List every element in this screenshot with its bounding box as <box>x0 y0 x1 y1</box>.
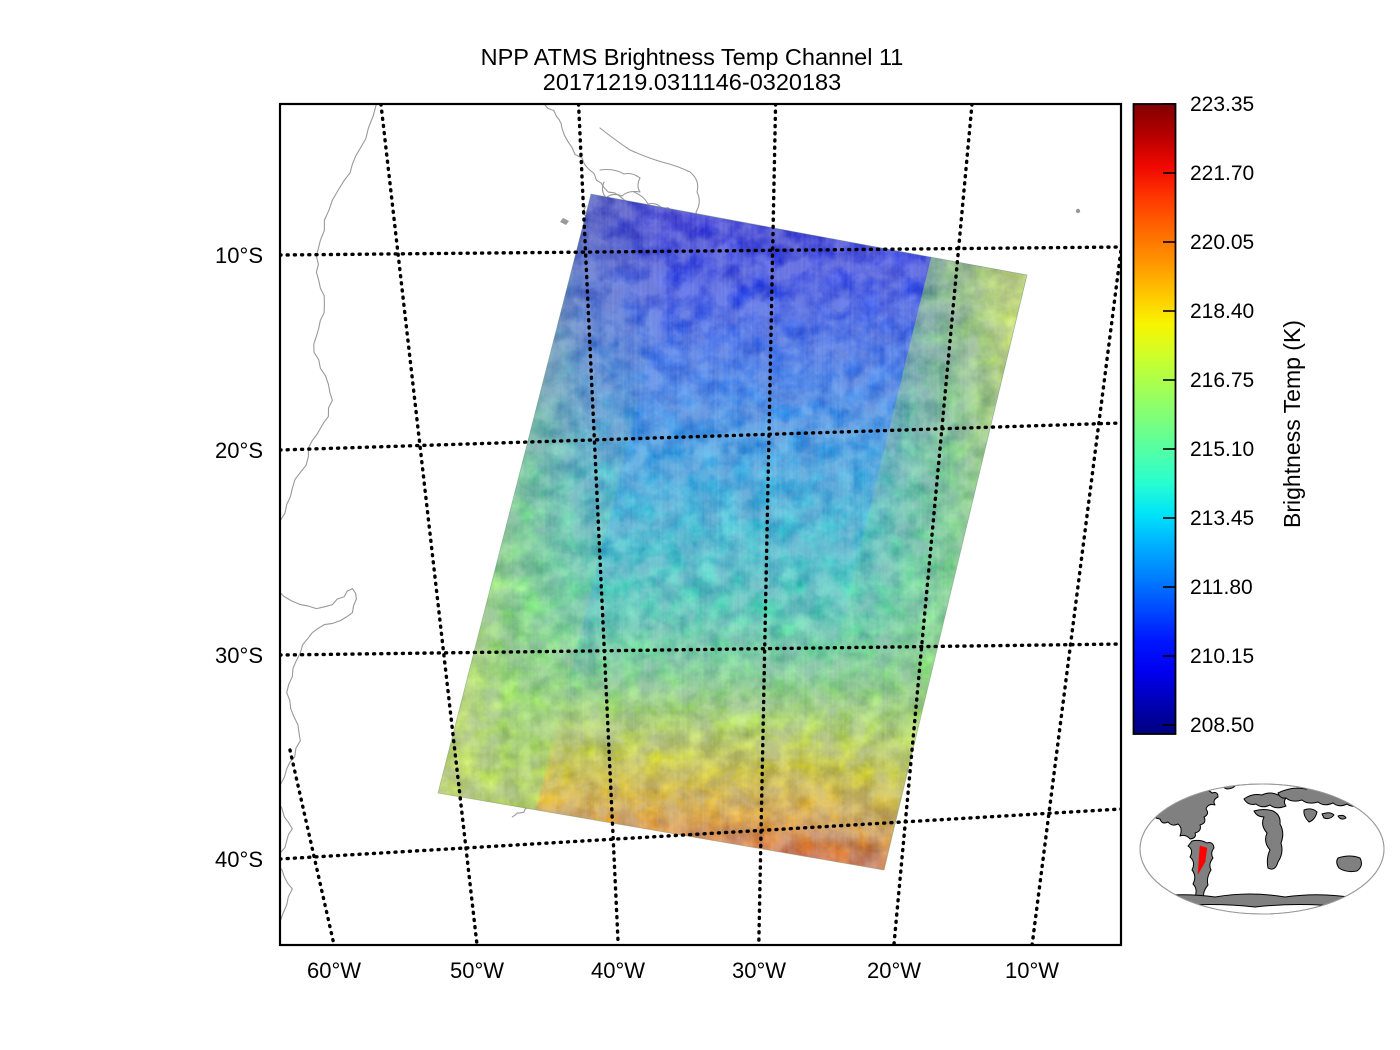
svg-text:40°W: 40°W <box>591 958 645 983</box>
svg-text:208.50: 208.50 <box>1190 714 1254 737</box>
svg-text:218.40: 218.40 <box>1190 300 1254 323</box>
svg-text:211.80: 211.80 <box>1190 576 1253 599</box>
svg-text:30°S: 30°S <box>215 643 263 668</box>
svg-text:223.35: 223.35 <box>1190 93 1254 116</box>
svg-text:10°W: 10°W <box>1005 958 1059 983</box>
svg-text:Brightness Temp (K): Brightness Temp (K) <box>1279 320 1305 528</box>
svg-text:30°W: 30°W <box>732 958 786 983</box>
svg-text:221.70: 221.70 <box>1190 162 1254 185</box>
svg-text:220.05: 220.05 <box>1190 231 1254 254</box>
svg-text:213.45: 213.45 <box>1190 507 1254 530</box>
svg-text:215.10: 215.10 <box>1190 438 1254 461</box>
svg-text:20171219.0311146-0320183: 20171219.0311146-0320183 <box>543 69 841 95</box>
svg-text:20°S: 20°S <box>215 438 263 463</box>
svg-text:50°W: 50°W <box>450 958 504 983</box>
svg-text:60°W: 60°W <box>307 958 361 983</box>
svg-text:40°S: 40°S <box>215 847 263 872</box>
svg-text:210.15: 210.15 <box>1190 645 1254 668</box>
svg-text:NPP ATMS Brightness Temp Chann: NPP ATMS Brightness Temp Channel 11 <box>481 44 904 70</box>
svg-text:216.75: 216.75 <box>1190 369 1254 392</box>
svg-text:20°W: 20°W <box>867 958 921 983</box>
svg-text:10°S: 10°S <box>215 243 263 268</box>
